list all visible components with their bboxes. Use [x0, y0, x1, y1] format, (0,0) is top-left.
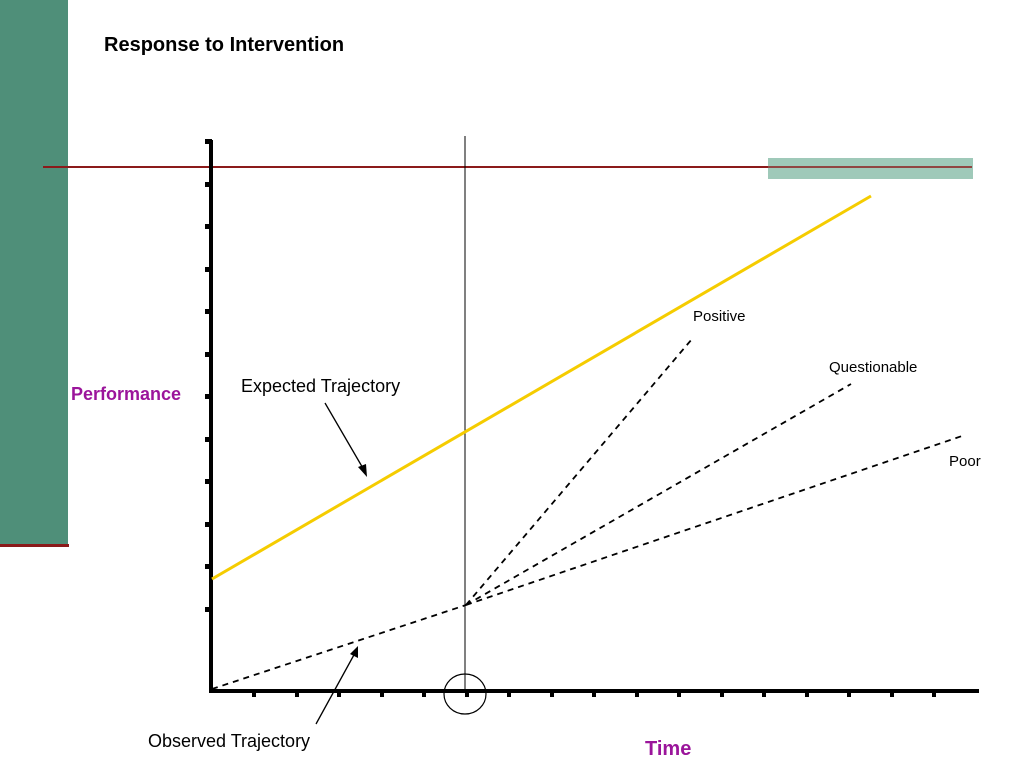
y-tick [205, 607, 212, 612]
observed-trajectory-line [211, 604, 467, 690]
x-tick [635, 690, 639, 697]
sidebar-band [0, 0, 68, 545]
x-tick [380, 690, 384, 697]
expected-trajectory-line [211, 194, 872, 581]
x-tick [465, 690, 469, 697]
observed-trajectory-label: Observed Trajectory [148, 731, 311, 751]
x-tick [890, 690, 894, 697]
y-tick [205, 479, 212, 484]
x-tick [592, 690, 596, 697]
y-tick [205, 139, 212, 144]
positive-trajectory-line [465, 338, 693, 606]
y-axis-label: Performance [71, 384, 182, 404]
x-tick [720, 690, 724, 697]
y-axis-ticks [205, 139, 212, 612]
x-tick [422, 690, 426, 697]
goal-band [768, 158, 973, 179]
expected-callout-arrowhead [358, 464, 367, 477]
y-tick [205, 394, 212, 399]
x-tick [550, 690, 554, 697]
x-tick [932, 690, 936, 697]
intervention-circle [443, 673, 487, 715]
y-tick [205, 522, 212, 527]
x-tick [847, 690, 851, 697]
questionable-label: Questionable [829, 359, 918, 376]
y-tick [205, 352, 212, 357]
questionable-trajectory-line [465, 383, 852, 606]
y-tick [205, 267, 212, 272]
poor-trajectory-line [465, 435, 963, 606]
y-tick [205, 437, 212, 442]
observed-callout-line [315, 652, 356, 725]
poor-label: Poor [949, 453, 981, 470]
expected-callout-line [324, 402, 365, 471]
x-tick [295, 690, 299, 697]
x-tick [805, 690, 809, 697]
x-tick [677, 690, 681, 697]
sidebar-accent-line [0, 544, 69, 547]
y-tick [205, 182, 212, 187]
y-tick [205, 224, 212, 229]
observed-callout-arrowhead [350, 646, 358, 658]
y-tick [205, 309, 212, 314]
y-tick [205, 564, 212, 569]
x-axis-label: Time [645, 738, 692, 760]
expected-trajectory-label: Expected Trajectory [241, 376, 401, 396]
x-tick [762, 690, 766, 697]
x-tick [252, 690, 256, 697]
x-tick [507, 690, 511, 697]
positive-label: Positive [693, 308, 746, 325]
x-axis-ticks [252, 690, 936, 697]
x-tick [337, 690, 341, 697]
slide-title: Response to Intervention [104, 34, 345, 56]
